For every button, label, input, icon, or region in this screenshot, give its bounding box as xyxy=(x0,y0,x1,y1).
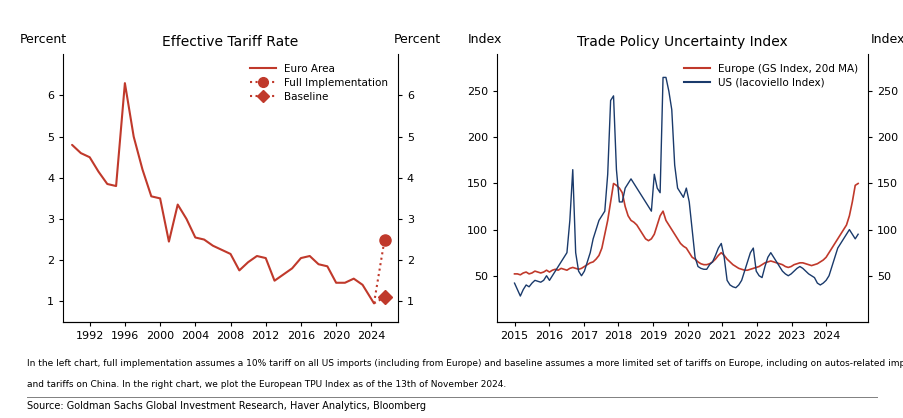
Text: In the left chart, full implementation assumes a 10% tariff on all US imports (i: In the left chart, full implementation a… xyxy=(27,359,903,369)
Text: Source: Goldman Sachs Global Investment Research, Haver Analytics, Bloomberg: Source: Goldman Sachs Global Investment … xyxy=(27,401,425,411)
Text: and tariffs on China. In the right chart, we plot the European TPU Index as of t: and tariffs on China. In the right chart… xyxy=(27,380,506,390)
Text: Percent: Percent xyxy=(20,33,67,46)
Title: Effective Tariff Rate: Effective Tariff Rate xyxy=(163,35,298,49)
Text: Index: Index xyxy=(870,33,903,46)
Legend: Europe (GS Index, 20d MA), US (Iacoviello Index): Europe (GS Index, 20d MA), US (Iacoviell… xyxy=(679,59,861,92)
Legend: Euro Area, Full Implementation, Baseline: Euro Area, Full Implementation, Baseline xyxy=(246,59,392,106)
Title: Trade Policy Uncertainty Index: Trade Policy Uncertainty Index xyxy=(576,35,787,49)
Text: Index: Index xyxy=(467,33,501,46)
Text: Percent: Percent xyxy=(394,33,441,46)
